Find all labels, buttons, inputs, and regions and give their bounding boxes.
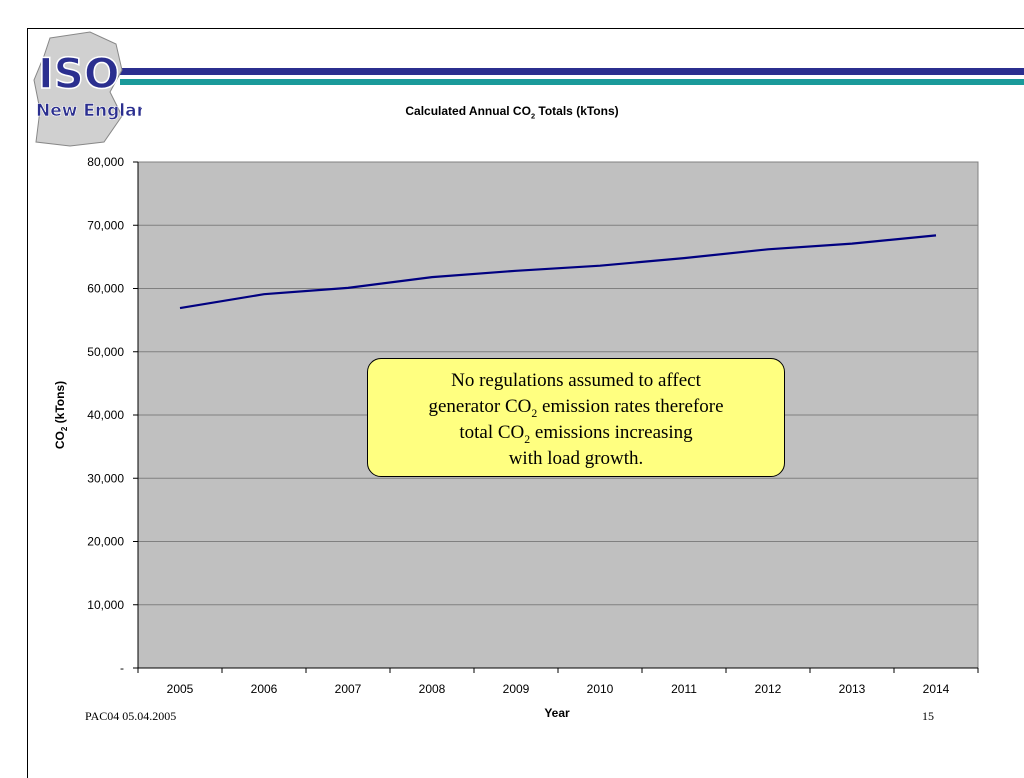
x-tick-label: 2014 [923,682,950,696]
y-tick-label: 10,000 [87,598,124,612]
y-tick-label: 60,000 [87,282,124,296]
x-axis-ticks: 2005 2006 2007 2008 2009 2010 2011 2012 2013 2014 [137,667,979,696]
x-tick-label: 2008 [419,682,446,696]
y-axis-ticks: - 10,000 20,000 30,000 40,000 50,000 60,000 70,… [87,155,139,675]
y-tick-label: - [120,661,124,675]
callout-line-1: No regulations assumed to affect [451,370,701,391]
iso-new-england-logo: ISO New England [33,31,142,147]
y-axis-label: CO2 (kTons) [53,381,69,449]
footer-date: PAC04 05.04.2005 [85,709,177,723]
header-stripe-blue [120,68,1024,75]
x-tick-label: 2013 [839,682,866,696]
x-tick-label: 2009 [503,682,530,696]
y-tick-label: 80,000 [87,155,124,169]
y-tick-label: 30,000 [87,471,124,485]
chart-title: Calculated Annual CO2 Totals (kTons) [405,104,619,121]
callout-line-2: generator CO2 emission rates therefore [428,396,724,420]
x-tick-label: 2007 [335,682,362,696]
x-tick-label: 2005 [167,682,194,696]
annotation-callout: No regulations assumed to affect generat… [367,358,785,477]
y-tick-label: 20,000 [87,535,124,549]
x-tick-label: 2011 [671,682,697,696]
logo-new-england-text: New England [36,101,142,121]
x-tick-label: 2012 [755,682,782,696]
y-tick-label: 40,000 [87,408,124,422]
logo-iso-text: ISO [38,49,120,98]
callout-line-3: total CO2 emissions increasing [459,422,693,446]
header-stripe-teal [120,79,1024,85]
series-line [179,234,937,310]
y-tick-label: 70,000 [87,218,124,232]
slide-frame [27,28,1024,778]
callout-line-4: with load growth. [508,448,644,469]
y-tick-label: 50,000 [87,345,124,359]
x-tick-label: 2010 [587,682,614,696]
x-axis-label: Year [544,706,570,720]
page-number: 15 [922,709,934,723]
x-tick-label: 2006 [251,682,278,696]
